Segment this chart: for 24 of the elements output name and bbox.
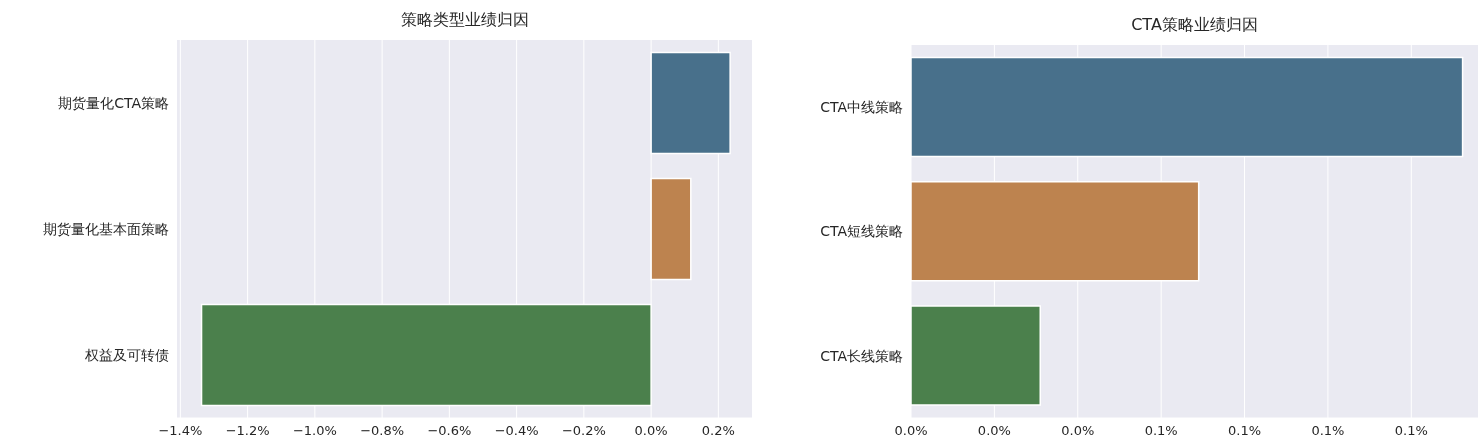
x-tick-label: 0.0% [894,423,928,439]
chart-title: CTA策略业绩归因 [1130,15,1259,36]
y-tick-label: 期货量化基本面策略 [43,220,169,237]
x-tick-label: 0.1% [1394,423,1428,439]
x-tick-label: 0.0% [634,423,668,439]
x-tick-label: −1.0% [292,423,337,439]
x-tick-label: −0.2% [561,423,606,439]
x-tick-label: 0.1% [1144,423,1178,439]
y-tick-label: 期货量化CTA策略 [58,94,169,111]
y-tick-label: CTA短线策略 [820,223,903,240]
x-tick-label: −0.6% [427,423,472,439]
x-tick-label: −1.4% [158,423,203,439]
x-tick-label: 0.2% [701,423,735,439]
x-tick-label: −0.8% [360,423,405,439]
y-tick-label: CTA长线策略 [820,347,903,364]
x-tick-label: 0.0% [1061,423,1095,439]
y-tick-label: 权益及可转债 [84,346,169,363]
x-tick-label: −1.2% [225,423,270,439]
x-tick-label: 0.1% [1228,423,1262,439]
x-tick-label: 0.0% [977,423,1011,439]
y-tick-label: CTA中线策略 [820,99,903,116]
chart-title: 策略类型业绩归因 [399,10,530,31]
x-tick-label: 0.1% [1311,423,1345,439]
x-tick-label: −0.4% [494,423,539,439]
